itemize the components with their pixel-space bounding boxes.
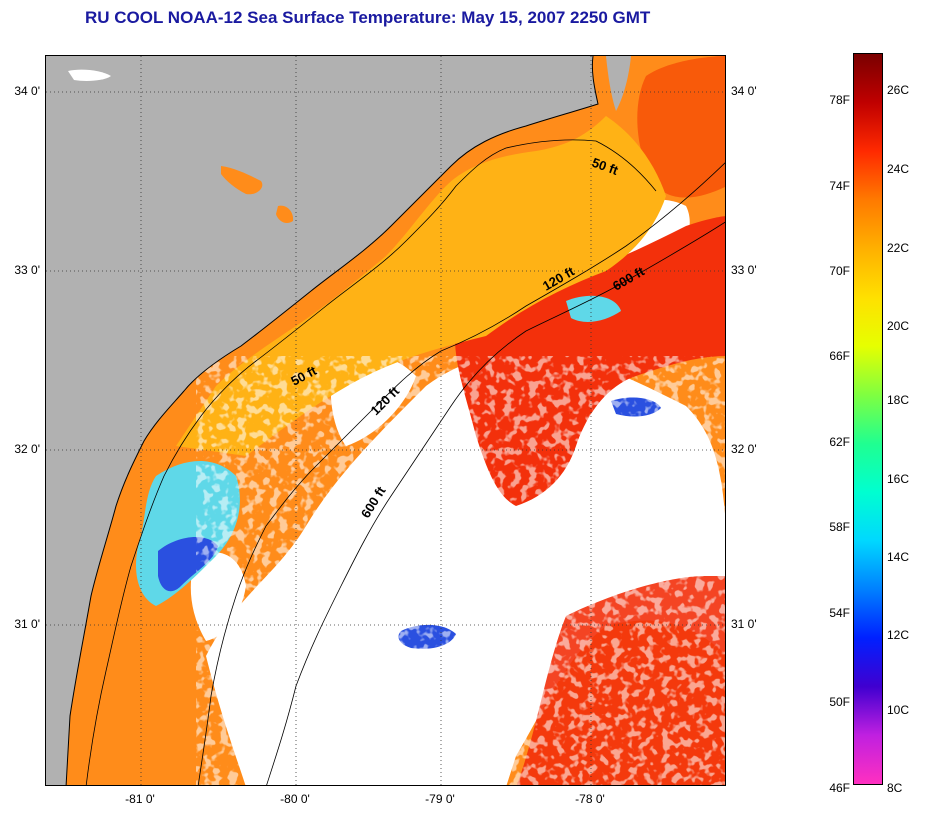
lat-label-33: 33 0': [14, 263, 40, 277]
colorbar-f-label: 62F: [829, 435, 850, 449]
lat-label-31-right: 31 0': [731, 617, 757, 631]
contour-120ft: [197, 162, 725, 785]
lake-moultrie: [276, 205, 294, 224]
colorbar-c-label: 24C: [887, 162, 910, 176]
colorbar-f-label: 46F: [829, 781, 850, 795]
cloud-speckle: [196, 356, 725, 785]
lat-lon-grid: [46, 56, 725, 785]
colorbar-c-label: 16C: [887, 472, 910, 486]
sst-map-svg: 50 ft 50 ft 120 ft 120 ft 600 ft 600 ft: [46, 56, 725, 785]
cool-water-east: [566, 295, 621, 322]
coastline: [65, 56, 599, 785]
colorbar-f-label: 54F: [829, 606, 850, 620]
lat-label-34: 34 0': [14, 84, 40, 98]
colorbar: [853, 53, 883, 785]
lat-label-31: 31 0': [14, 617, 40, 631]
map-title: RU COOL NOAA-12 Sea Surface Temperature:…: [85, 8, 651, 27]
colorbar-c-label: 26C: [887, 83, 910, 97]
sst-map: 50 ft 50 ft 120 ft 120 ft 600 ft 600 ft: [45, 55, 726, 786]
land-mass: [46, 56, 598, 785]
lat-label-34-right: 34 0': [731, 84, 757, 98]
lat-label-32-right: 32 0': [731, 442, 757, 456]
colorbar-c-label: 20C: [887, 319, 910, 333]
colorbar-f-label: 66F: [829, 349, 850, 363]
lat-label-32: 32 0': [14, 442, 40, 456]
colorbar-f-label: 70F: [829, 264, 850, 278]
contour-600ft: [266, 221, 725, 785]
lat-label-33-right: 33 0': [731, 263, 757, 277]
colorbar-c-label: 22C: [887, 241, 910, 255]
colorbar-f-label: 58F: [829, 520, 850, 534]
colorbar-c-label: 8C: [887, 781, 903, 795]
lon-label-79: -79 0': [425, 792, 455, 806]
colorbar-c-label: 14C: [887, 550, 910, 564]
lon-label-81: -81 0': [125, 792, 155, 806]
contour-50ft: [85, 139, 657, 785]
land-northeast: [606, 56, 631, 111]
lake-nw-corner: [68, 69, 111, 81]
lon-label-80: -80 0': [280, 792, 310, 806]
colorbar-f-label: 74F: [829, 179, 850, 193]
colorbar-f-label: 78F: [829, 93, 850, 107]
colorbar-c-label: 18C: [887, 393, 910, 407]
hot-water-northeast: [637, 56, 725, 198]
colorbar-f-label: 50F: [829, 695, 850, 709]
lon-label-78: -78 0': [575, 792, 605, 806]
lake-marion: [221, 166, 263, 195]
colorbar-c-label: 10C: [887, 703, 910, 717]
colorbar-c-label: 12C: [887, 628, 910, 642]
